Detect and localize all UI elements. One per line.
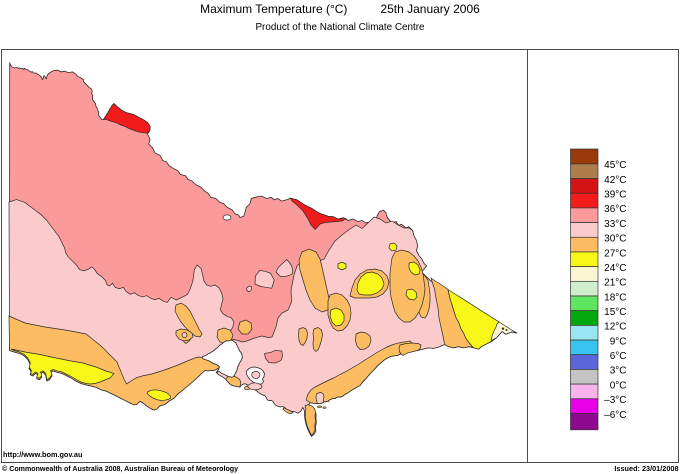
svg-text:45°C: 45°C <box>604 160 626 171</box>
svg-text:15°C: 15°C <box>604 307 626 318</box>
svg-text:39°C: 39°C <box>604 190 626 201</box>
svg-text:–3°C: –3°C <box>604 395 626 406</box>
svg-text:3°C: 3°C <box>610 366 627 377</box>
svg-text:–6°C: –6°C <box>604 410 626 421</box>
svg-text:42°C: 42°C <box>604 175 626 186</box>
svg-text:21°C: 21°C <box>604 278 626 289</box>
svg-text:36°C: 36°C <box>604 204 626 215</box>
svg-text:24°C: 24°C <box>604 263 626 274</box>
svg-text:33°C: 33°C <box>604 219 626 230</box>
svg-text:9°C: 9°C <box>610 336 627 347</box>
svg-text:6°C: 6°C <box>610 351 627 362</box>
svg-text:27°C: 27°C <box>604 248 626 259</box>
svg-text:0°C: 0°C <box>610 380 627 391</box>
svg-text:12°C: 12°C <box>604 322 626 333</box>
svg-text:30°C: 30°C <box>604 234 626 245</box>
svg-text:18°C: 18°C <box>604 292 626 303</box>
